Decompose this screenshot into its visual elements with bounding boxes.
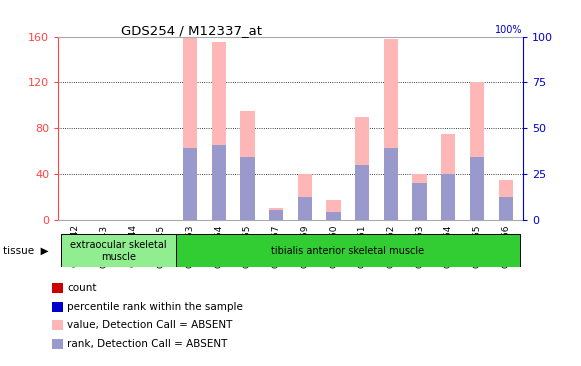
- Bar: [183, 147, 198, 220]
- Text: tibialis anterior skeletal muscle: tibialis anterior skeletal muscle: [271, 246, 425, 256]
- Bar: [269, 208, 284, 220]
- Text: extraocular skeletal
muscle: extraocular skeletal muscle: [70, 240, 167, 262]
- Text: rank, Detection Call = ABSENT: rank, Detection Call = ABSENT: [67, 339, 227, 349]
- Bar: [269, 210, 284, 220]
- Bar: [52, 302, 63, 312]
- Bar: [383, 147, 398, 220]
- Bar: [327, 200, 340, 220]
- Bar: [211, 145, 226, 220]
- Bar: [211, 42, 226, 220]
- Bar: [175, 234, 520, 267]
- Bar: [470, 157, 484, 220]
- Bar: [297, 174, 312, 220]
- Bar: [183, 37, 198, 220]
- Bar: [297, 197, 312, 220]
- Bar: [413, 174, 427, 220]
- Bar: [61, 234, 175, 267]
- Bar: [498, 180, 513, 220]
- Bar: [383, 39, 398, 220]
- Bar: [355, 117, 370, 220]
- Bar: [441, 134, 456, 220]
- Bar: [355, 165, 370, 220]
- Text: GDS254 / M12337_at: GDS254 / M12337_at: [121, 24, 262, 37]
- Bar: [241, 157, 254, 220]
- Bar: [498, 197, 513, 220]
- Text: count: count: [67, 283, 96, 293]
- Bar: [52, 339, 63, 349]
- Bar: [441, 174, 456, 220]
- Text: percentile rank within the sample: percentile rank within the sample: [67, 302, 243, 312]
- Bar: [470, 82, 484, 220]
- Bar: [327, 212, 340, 220]
- Text: 100%: 100%: [496, 25, 523, 35]
- Bar: [241, 111, 254, 220]
- Bar: [413, 183, 427, 220]
- Text: tissue  ▶: tissue ▶: [3, 246, 49, 256]
- Text: value, Detection Call = ABSENT: value, Detection Call = ABSENT: [67, 320, 232, 330]
- Bar: [52, 320, 63, 330]
- Bar: [52, 283, 63, 293]
